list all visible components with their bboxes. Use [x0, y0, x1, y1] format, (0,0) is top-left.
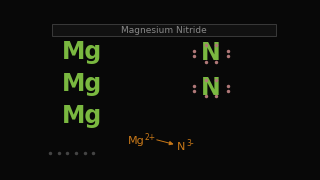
Text: Mg: Mg: [62, 40, 102, 64]
Text: 3-: 3-: [187, 139, 195, 148]
Text: 2+: 2+: [145, 133, 156, 142]
Text: N: N: [177, 142, 186, 152]
Text: Magnesium Nitride: Magnesium Nitride: [121, 26, 207, 35]
Text: Mg: Mg: [62, 104, 102, 128]
Text: Mg: Mg: [128, 136, 145, 146]
Text: N: N: [201, 76, 221, 100]
Text: Mg: Mg: [62, 72, 102, 96]
Text: N: N: [201, 41, 221, 66]
FancyBboxPatch shape: [52, 24, 276, 36]
